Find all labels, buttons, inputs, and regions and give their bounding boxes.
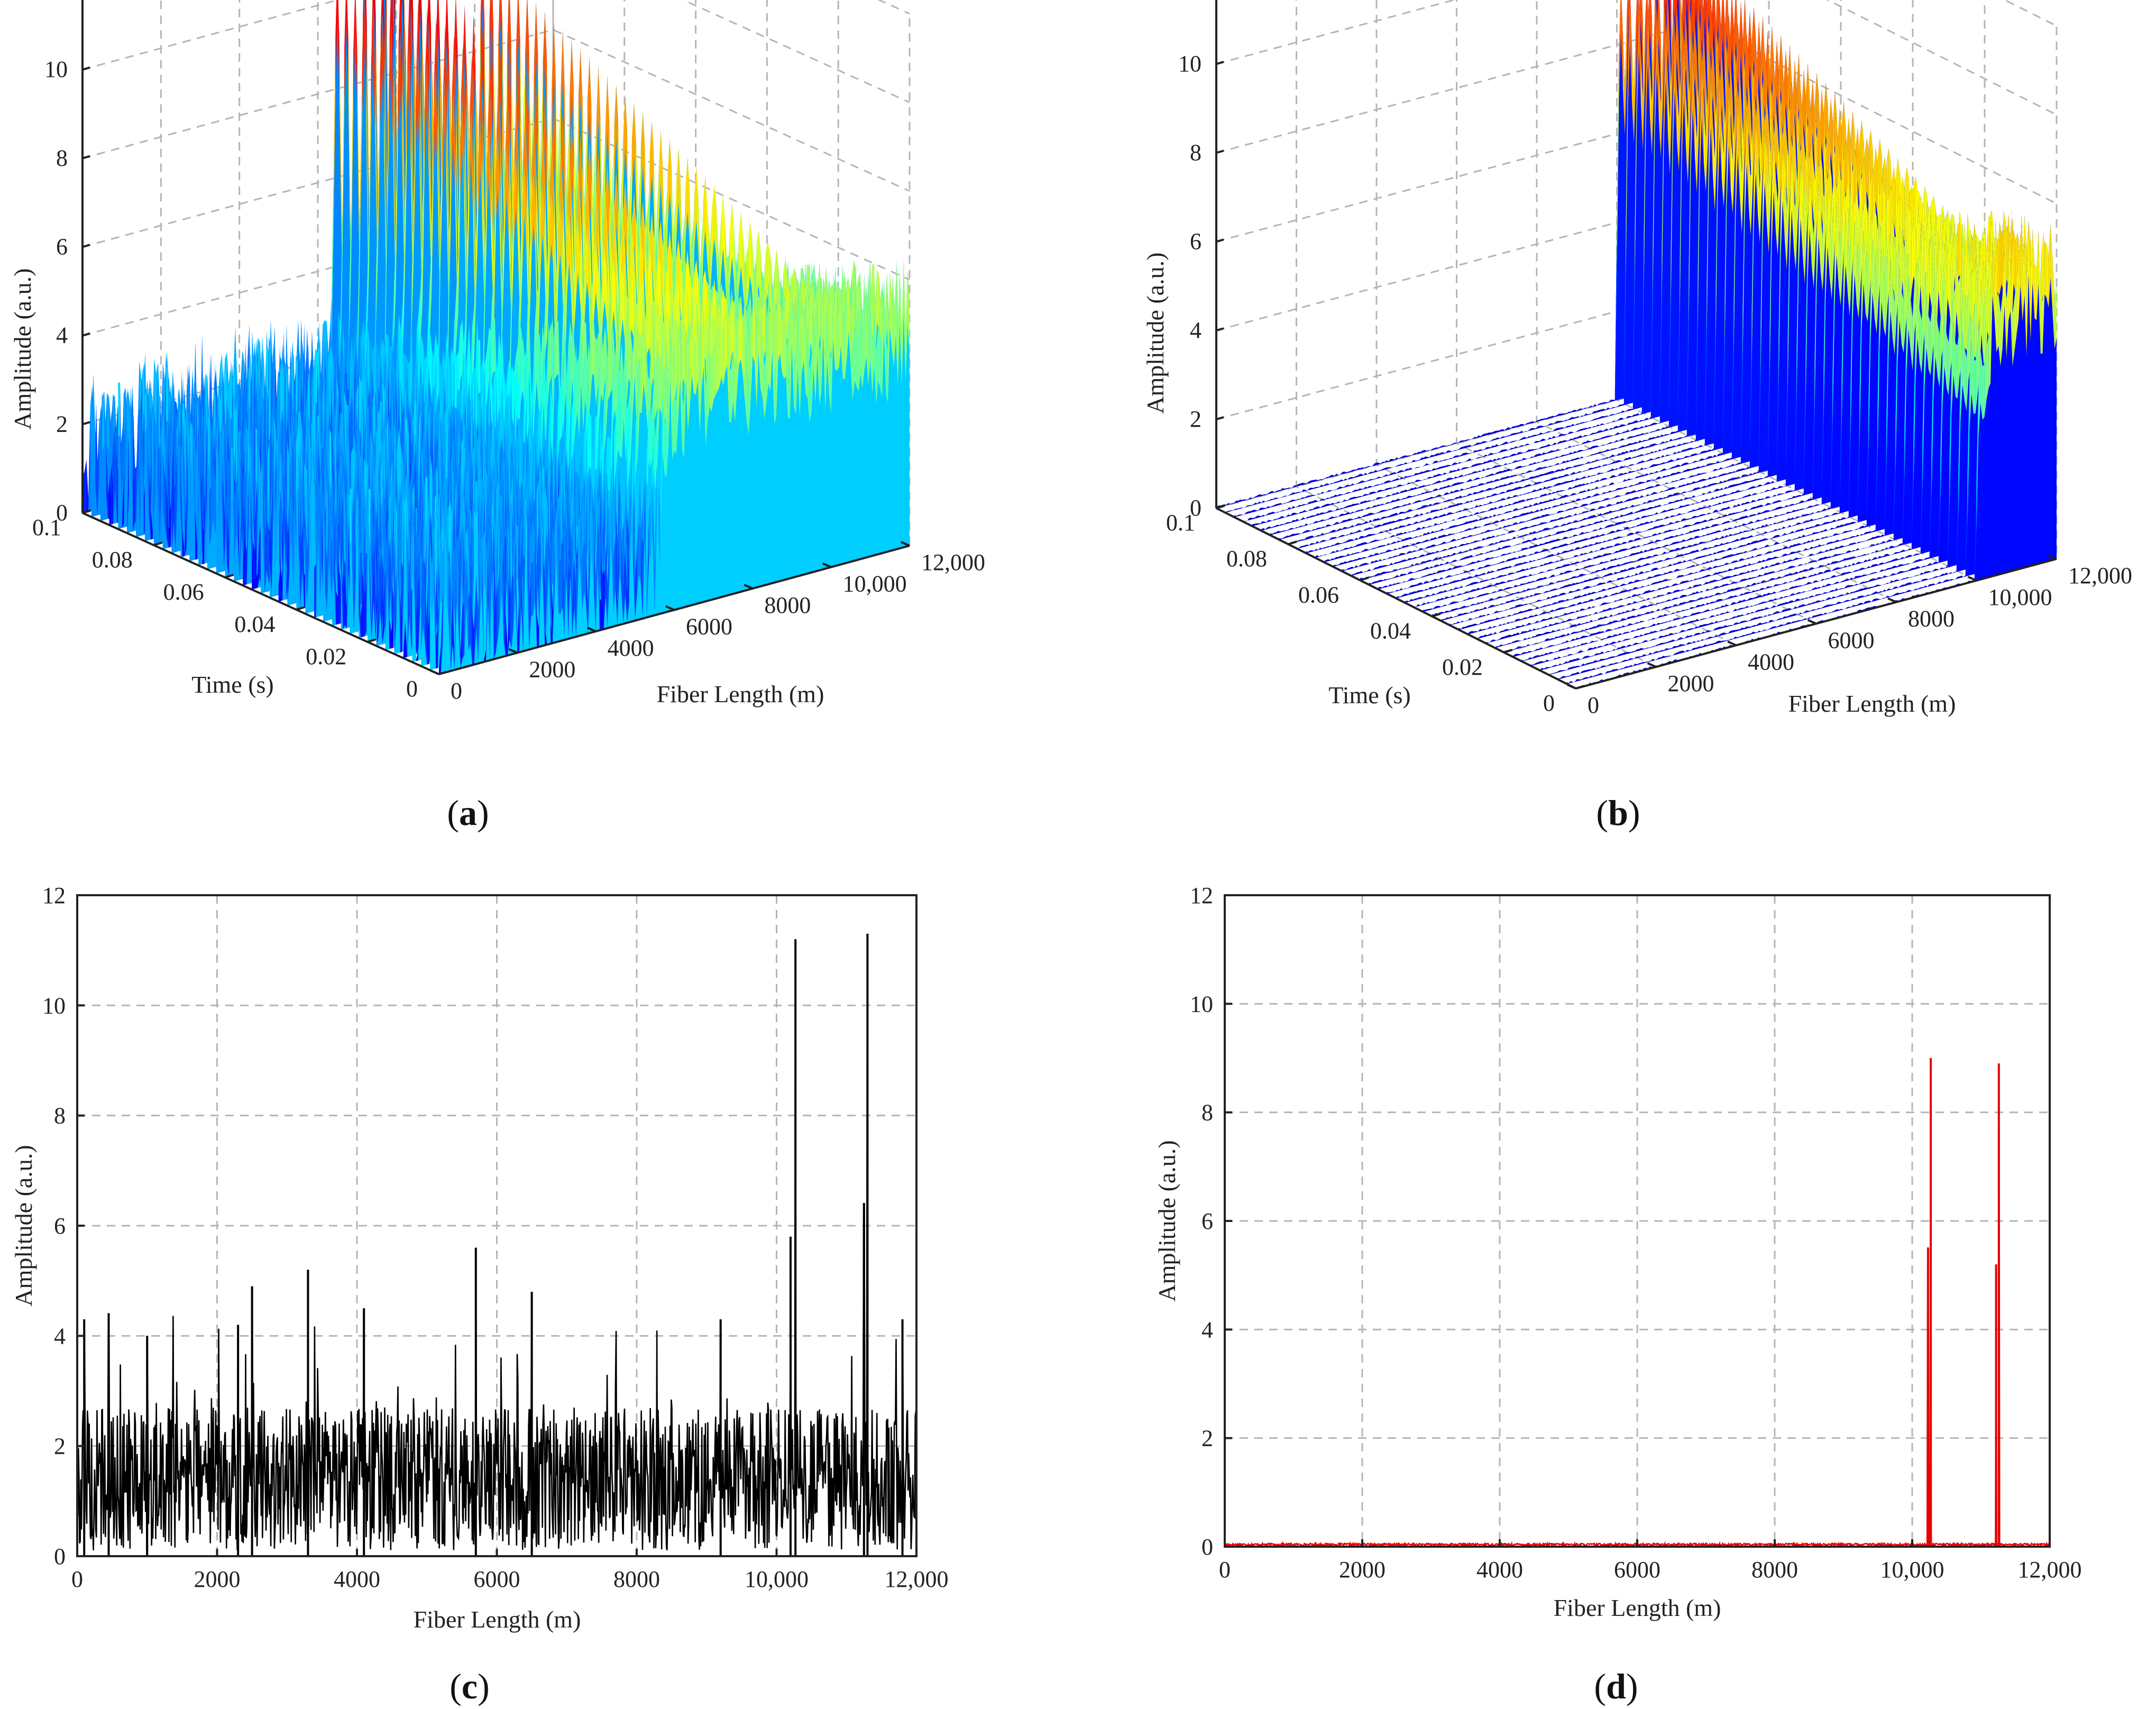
surface-cell (166, 366, 168, 422)
surface-a-mesh (82, 0, 910, 674)
surface-cell (236, 481, 238, 542)
surface-cell (366, 23, 369, 220)
surface-cell (331, 179, 334, 351)
surface-cell (478, 339, 481, 394)
surface-cell (253, 578, 256, 589)
grid-line-z (82, 0, 910, 104)
surface-cell (344, 0, 346, 100)
surface-cell (338, 309, 341, 378)
surface-cell (209, 485, 212, 546)
surface-cell (88, 405, 90, 511)
surface-cell (346, 0, 348, 90)
surface-cell (267, 517, 269, 581)
grid-line-z (877, 0, 910, 15)
surface-cell (118, 382, 121, 436)
surface-cell (97, 423, 99, 516)
surface-cell (454, 353, 457, 409)
surface-cell (493, 318, 495, 373)
surface-cell (86, 460, 89, 512)
surface-cell (385, 0, 387, 45)
surface-cell (84, 460, 87, 512)
surface-cell (348, 37, 351, 262)
surface-cell (93, 374, 96, 485)
surface-cell (335, 0, 338, 88)
surface-cell (95, 431, 97, 516)
surface-cell (155, 433, 158, 495)
surface-cell (168, 528, 171, 548)
surface-cell (337, 0, 340, 98)
surface-cell (340, 211, 343, 378)
surface-cell (359, 375, 361, 435)
surface-cell (102, 391, 105, 451)
surface-cell (233, 399, 236, 464)
surface-cell (433, 384, 435, 444)
surface-cell (109, 491, 112, 525)
surface-cell (111, 394, 113, 481)
surface-cell (489, 0, 492, 73)
grid-line-z (82, 29, 910, 192)
surface-cell (158, 395, 161, 449)
surface-cell (342, 47, 345, 265)
surface-cell (460, 320, 463, 381)
surface-cell (296, 355, 298, 416)
surface-cell (482, 0, 485, 75)
surface-cell (216, 447, 218, 507)
surface-cell (375, 15, 378, 212)
surface-cell (491, 0, 494, 82)
grid-line-z (82, 117, 910, 281)
surface-cell (339, 44, 342, 232)
surface-cell (267, 444, 270, 508)
surface-cell (373, 0, 376, 69)
surface-cell (107, 392, 109, 451)
surface-cell (363, 0, 365, 68)
surface-cell (144, 424, 147, 487)
surface-cell (374, 344, 377, 398)
surface-cell (109, 397, 111, 481)
surface-cell (255, 428, 258, 483)
surface-cell (394, 0, 396, 49)
surface-cell (177, 442, 180, 501)
surface-cell (365, 0, 367, 77)
surface-cell (480, 0, 483, 68)
surface-cell (333, 34, 336, 233)
surface-cell (154, 359, 157, 427)
surface-cell (231, 448, 233, 502)
surface-cell (91, 374, 94, 492)
